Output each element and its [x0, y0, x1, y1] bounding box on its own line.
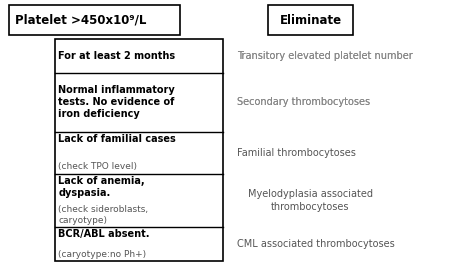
Text: Myelodyplasia associated
thrombocytoses: Myelodyplasia associated thrombocytoses	[248, 189, 373, 212]
Text: Transitory elevated platelet number: Transitory elevated platelet number	[237, 51, 413, 61]
Text: Secondary thrombocytoses: Secondary thrombocytoses	[237, 97, 370, 107]
Text: Transitory elevated platelet number: Transitory elevated platelet number	[237, 51, 413, 61]
Text: Platelet >450x10⁹/L: Platelet >450x10⁹/L	[15, 14, 146, 27]
Bar	[55, 39, 223, 261]
Text: Normal inflammatory
tests. No evidence of
iron deficiency: Normal inflammatory tests. No evidence o…	[58, 85, 175, 119]
Text: Secondary thrombocytoses: Secondary thrombocytoses	[237, 97, 370, 107]
Text: Lack of anemia,
dyspasia.: Lack of anemia, dyspasia.	[58, 176, 145, 198]
Bar	[9, 5, 180, 35]
Bar	[268, 5, 353, 35]
Text: (check TPO level): (check TPO level)	[58, 162, 137, 171]
Text: For at least 2 months: For at least 2 months	[58, 51, 175, 61]
Text: BCR/ABL absent.: BCR/ABL absent.	[58, 229, 150, 239]
Text: Eliminate: Eliminate	[279, 14, 342, 27]
Text: Familial thrombocytoses: Familial thrombocytoses	[237, 148, 356, 158]
Text: Lack of familial cases: Lack of familial cases	[58, 134, 176, 144]
Text: CML associated thrombocytoses: CML associated thrombocytoses	[237, 239, 395, 249]
Text: (check sideroblasts,
caryotype): (check sideroblasts, caryotype)	[58, 206, 148, 225]
Text: (caryotype:no Ph+): (caryotype:no Ph+)	[58, 250, 146, 259]
